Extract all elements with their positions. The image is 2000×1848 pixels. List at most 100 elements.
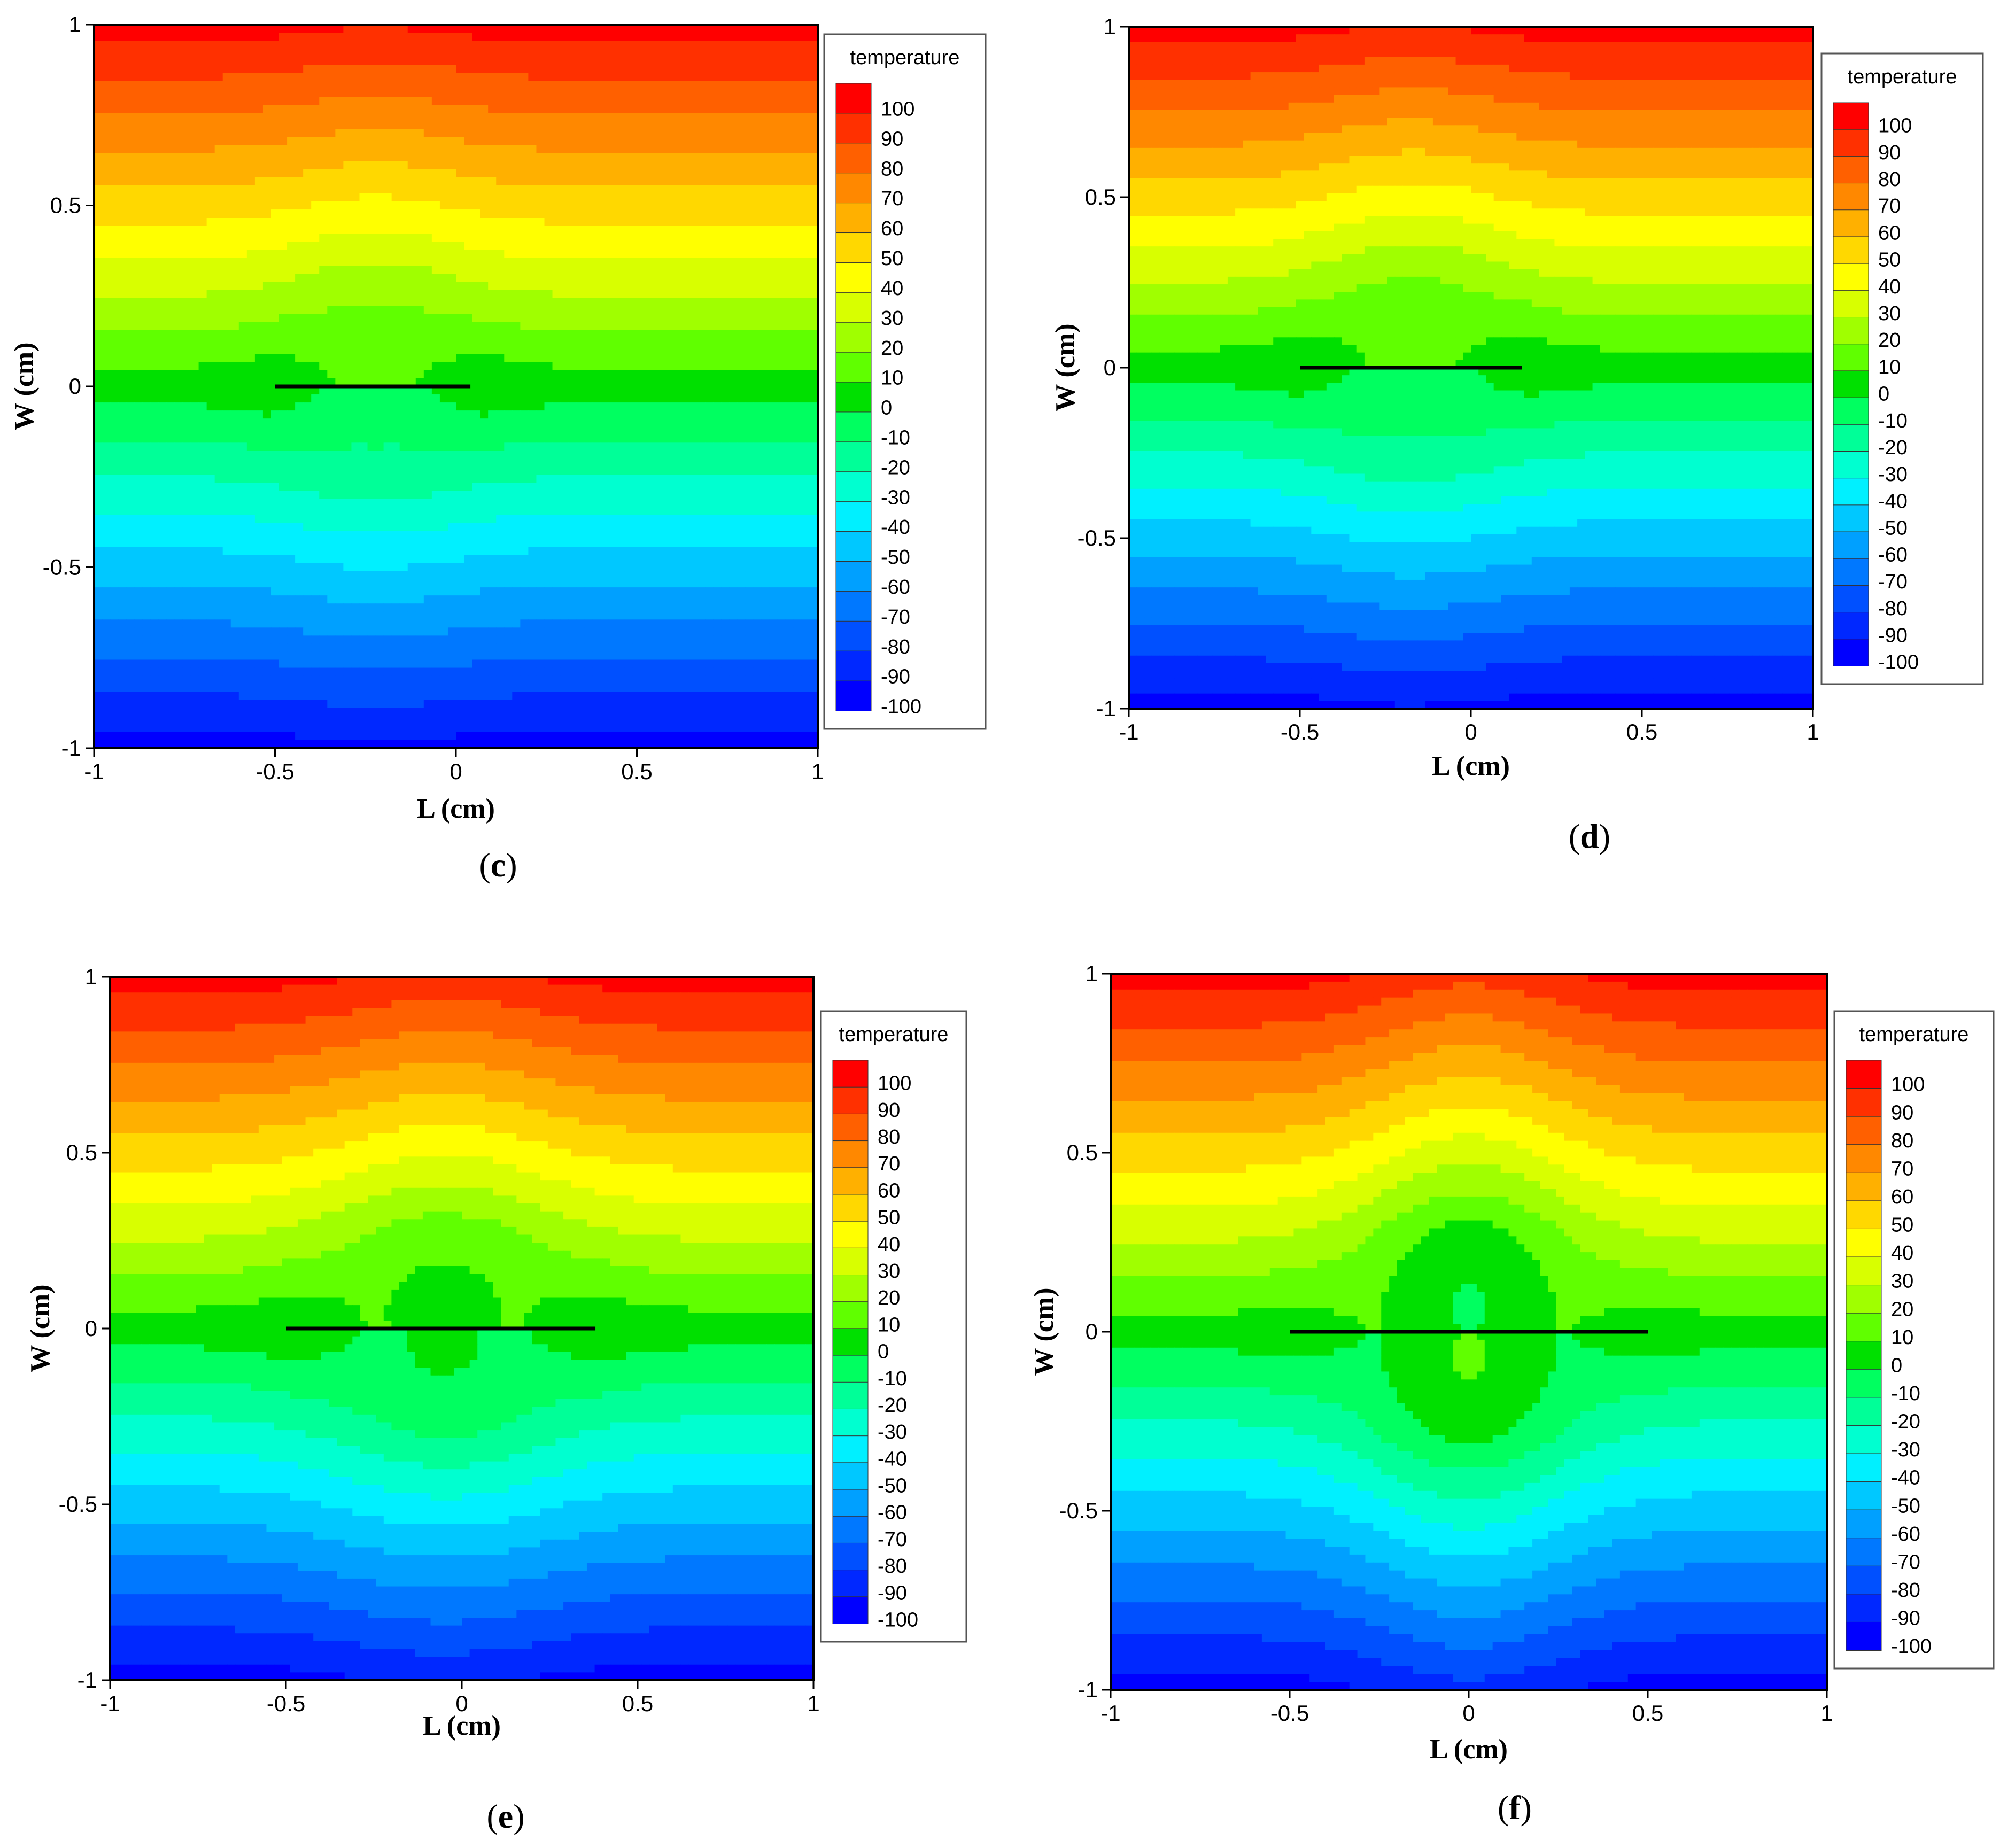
contour-cell	[391, 370, 400, 379]
contour-cell	[399, 234, 408, 242]
contour-cell	[94, 185, 103, 194]
contour-cell	[407, 193, 416, 202]
contour-cell	[737, 386, 746, 395]
contour-cell	[528, 378, 537, 387]
contour-cell	[713, 242, 722, 250]
contour-cell	[616, 49, 625, 57]
contour-cell	[496, 362, 505, 371]
contour-cell	[327, 394, 336, 403]
contour-cell	[520, 49, 529, 57]
contour-cell	[528, 226, 537, 234]
contour-cell	[423, 282, 432, 291]
contour-cell	[528, 121, 537, 130]
contour-cell	[576, 258, 585, 266]
contour-cell	[399, 410, 408, 419]
contour-cell	[214, 33, 223, 41]
contour-cell	[359, 113, 368, 122]
contour-cell	[150, 426, 159, 435]
contour-cell	[769, 169, 778, 178]
contour-cell	[552, 330, 561, 339]
contour-cell	[94, 459, 103, 468]
contour-cell	[262, 234, 272, 242]
contour-cell	[367, 209, 376, 218]
contour-cell	[142, 306, 151, 315]
contour-cell	[319, 258, 328, 266]
contour-cell	[230, 81, 239, 89]
contour-cell	[327, 290, 336, 299]
contour-cell	[480, 193, 489, 202]
contour-cell	[504, 41, 513, 49]
contour-cell	[576, 394, 585, 403]
contour-cell	[480, 434, 489, 443]
contour-cell	[391, 314, 400, 323]
contour-cell	[616, 137, 625, 146]
contour-cell	[616, 394, 625, 403]
contour-cell	[343, 161, 352, 170]
contour-cell	[472, 97, 480, 106]
contour-cell	[166, 250, 175, 258]
contour-cell	[206, 434, 215, 443]
contour-cell	[769, 346, 778, 355]
contour-cell	[568, 386, 577, 395]
contour-cell	[528, 266, 537, 274]
contour-cell	[110, 113, 119, 122]
contour-cell	[150, 330, 159, 339]
contour-cell	[729, 370, 738, 379]
contour-cell	[246, 153, 255, 162]
contour-cell	[713, 306, 722, 315]
contour-cell	[110, 250, 119, 258]
contour-cell	[729, 105, 738, 114]
contour-cell	[295, 193, 304, 202]
contour-cell	[198, 218, 207, 226]
contour-cell	[198, 89, 207, 97]
contour-cell	[512, 57, 521, 65]
contour-cell	[359, 226, 368, 234]
contour-cell	[206, 81, 215, 89]
contour-cell	[102, 49, 111, 57]
contour-cell	[126, 242, 135, 250]
contour-cell	[753, 402, 762, 411]
contour-cell	[174, 459, 183, 468]
contour-cell	[713, 169, 722, 178]
contour-cell	[777, 201, 786, 210]
contour-cell	[230, 442, 239, 451]
contour-cell	[343, 274, 352, 283]
contour-cell	[520, 346, 529, 355]
contour-cell	[809, 346, 818, 355]
contour-cell	[673, 378, 681, 387]
contour-cell	[206, 322, 215, 331]
contour-cell	[343, 41, 352, 49]
contour-cell	[142, 354, 151, 363]
contour-cell	[681, 314, 689, 323]
contour-cell	[608, 346, 617, 355]
contour-cell	[303, 234, 312, 242]
contour-cell	[608, 314, 617, 323]
contour-cell	[206, 113, 215, 122]
contour-cell	[697, 338, 706, 347]
contour-cell	[94, 426, 103, 435]
contour-cell	[246, 467, 255, 476]
contour-cell	[254, 226, 263, 234]
contour-cell	[142, 201, 151, 210]
contour-cell	[118, 105, 127, 114]
contour-cell	[238, 322, 247, 331]
contour-cell	[262, 274, 272, 283]
contour-cell	[407, 442, 416, 451]
contour-cell	[238, 137, 247, 146]
contour-cell	[520, 282, 529, 291]
contour-cell	[423, 89, 432, 97]
contour-cell	[464, 137, 472, 146]
contour-cell	[182, 209, 191, 218]
contour-cell	[287, 226, 296, 234]
contour-cell	[480, 169, 489, 178]
contour-cell	[809, 274, 818, 283]
contour-cell	[785, 226, 794, 234]
contour-cell	[697, 306, 706, 315]
contour-cell	[713, 226, 722, 234]
contour-cell	[528, 459, 537, 468]
contour-cell	[697, 153, 706, 162]
contour-cell	[576, 121, 585, 130]
contour-cell	[319, 73, 328, 81]
contour-cell	[528, 330, 537, 339]
contour-cell	[665, 57, 673, 65]
